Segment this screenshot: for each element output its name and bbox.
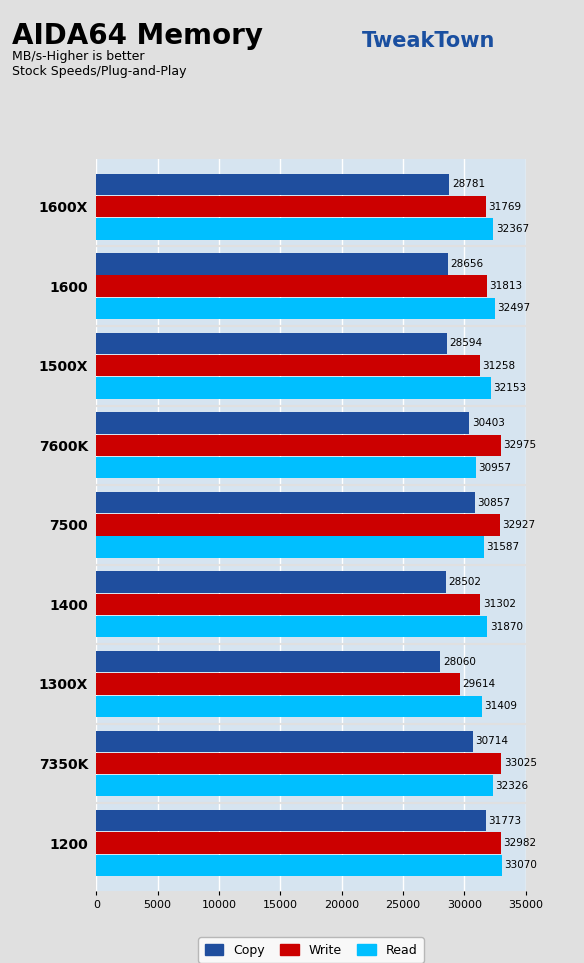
Bar bbox=[96, 355, 479, 377]
Text: 31769: 31769 bbox=[488, 201, 522, 212]
Text: 32367: 32367 bbox=[496, 224, 529, 234]
Text: 32927: 32927 bbox=[503, 520, 536, 530]
Text: 29614: 29614 bbox=[462, 679, 495, 689]
Text: 33025: 33025 bbox=[504, 759, 537, 768]
Bar bbox=[96, 412, 469, 433]
Bar bbox=[96, 810, 486, 831]
Bar bbox=[96, 333, 447, 354]
Text: 31773: 31773 bbox=[488, 816, 522, 825]
Text: 30714: 30714 bbox=[475, 737, 509, 746]
Text: 30957: 30957 bbox=[478, 462, 512, 473]
Text: 28060: 28060 bbox=[443, 657, 476, 666]
Bar bbox=[96, 514, 500, 535]
Bar bbox=[96, 594, 480, 615]
Bar bbox=[96, 195, 486, 218]
Text: 32326: 32326 bbox=[495, 781, 529, 791]
Bar bbox=[96, 536, 484, 558]
Text: 32153: 32153 bbox=[493, 383, 526, 393]
Legend: Copy, Write, Read: Copy, Write, Read bbox=[199, 937, 423, 963]
Bar bbox=[96, 731, 473, 752]
Bar bbox=[96, 673, 460, 694]
Text: 31258: 31258 bbox=[482, 361, 515, 371]
Text: 28502: 28502 bbox=[449, 577, 481, 587]
Text: 28656: 28656 bbox=[450, 259, 484, 269]
Text: Stock Speeds/Plug-and-Play: Stock Speeds/Plug-and-Play bbox=[12, 65, 186, 77]
Text: 28594: 28594 bbox=[450, 338, 482, 349]
Text: 28781: 28781 bbox=[452, 179, 485, 190]
Text: 31870: 31870 bbox=[489, 622, 523, 632]
Text: 32497: 32497 bbox=[498, 303, 530, 313]
Bar bbox=[96, 753, 502, 774]
Bar bbox=[96, 695, 482, 716]
Bar bbox=[96, 854, 502, 876]
Text: AIDA64 Memory: AIDA64 Memory bbox=[12, 22, 263, 50]
Bar bbox=[96, 571, 446, 593]
Bar bbox=[96, 377, 491, 399]
Text: 31409: 31409 bbox=[484, 701, 517, 712]
Bar bbox=[96, 434, 500, 455]
Text: 32982: 32982 bbox=[503, 838, 537, 848]
Bar bbox=[96, 616, 487, 638]
Text: 33070: 33070 bbox=[505, 860, 537, 871]
Text: 31813: 31813 bbox=[489, 281, 522, 291]
Bar bbox=[96, 456, 476, 479]
Bar bbox=[96, 275, 486, 297]
Bar bbox=[96, 173, 449, 195]
Text: TweakTown: TweakTown bbox=[362, 31, 495, 51]
Bar bbox=[96, 651, 440, 672]
Text: 31302: 31302 bbox=[483, 599, 516, 610]
Bar bbox=[96, 492, 475, 513]
Text: MB/s-Higher is better: MB/s-Higher is better bbox=[12, 50, 144, 63]
Bar bbox=[96, 253, 448, 274]
Bar bbox=[96, 775, 493, 796]
Bar bbox=[96, 219, 493, 240]
Text: 30403: 30403 bbox=[472, 418, 505, 428]
Bar bbox=[96, 832, 501, 854]
Text: 31587: 31587 bbox=[486, 542, 519, 552]
Text: 30857: 30857 bbox=[477, 498, 510, 508]
Text: 32975: 32975 bbox=[503, 440, 536, 451]
Bar bbox=[96, 298, 495, 319]
